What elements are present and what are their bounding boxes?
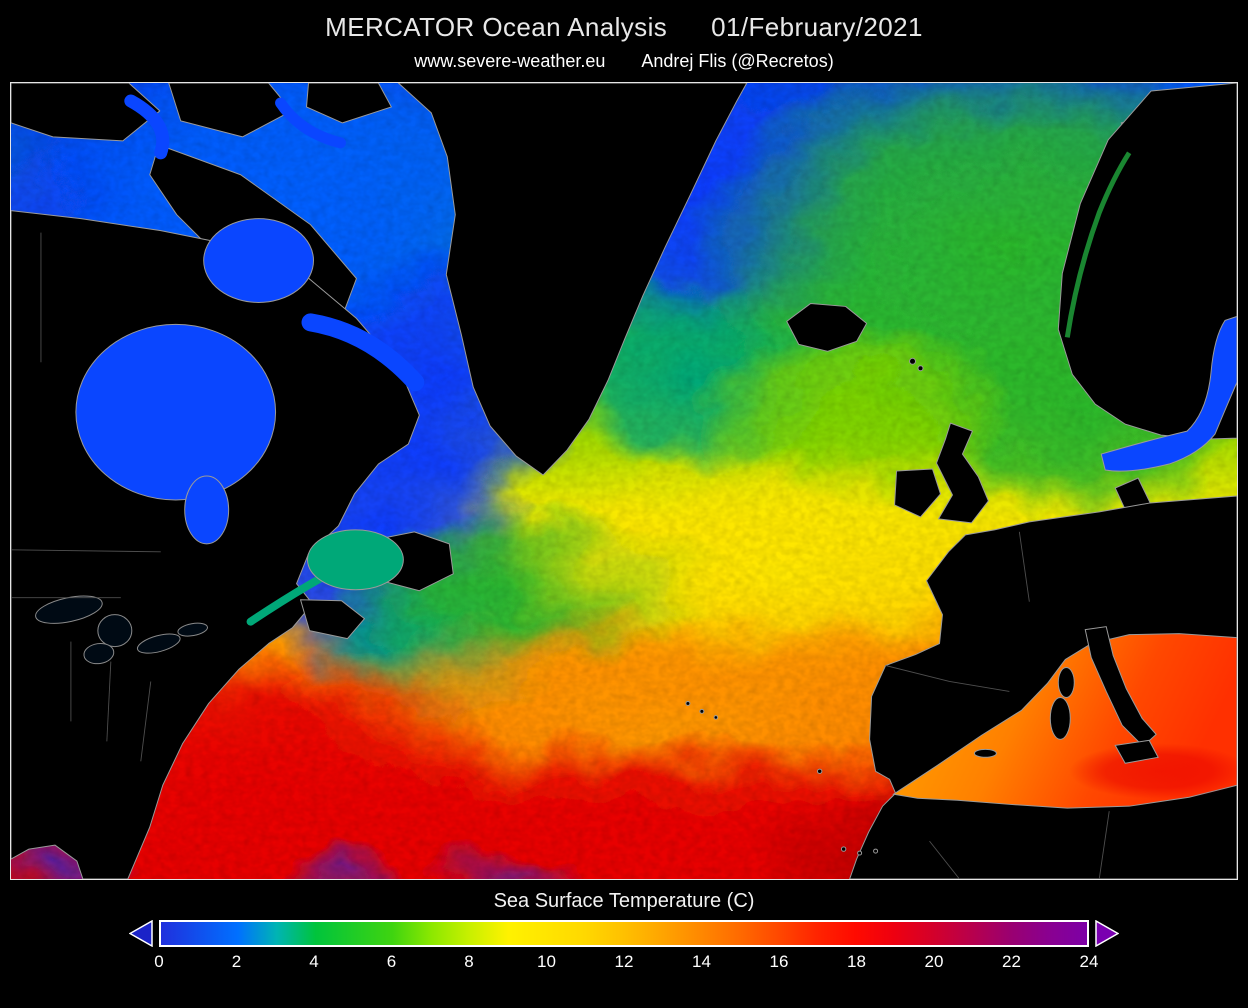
colorbar-gradient xyxy=(159,920,1089,947)
sicily xyxy=(1114,739,1159,764)
colorbar-tick-label: 10 xyxy=(537,952,556,971)
canary-islands xyxy=(873,848,879,854)
colorbar-tick-label: 24 xyxy=(1079,952,1099,971)
great-britain xyxy=(935,422,989,524)
sst-map-canvas xyxy=(11,83,1237,879)
gulf-of-st-lawrence xyxy=(307,529,404,591)
colorbar-tick-label: 22 xyxy=(1002,952,1021,971)
title-date: 01/February/2021 xyxy=(711,12,923,42)
italy xyxy=(1084,626,1157,748)
azores xyxy=(699,708,705,714)
arctic-island xyxy=(306,83,392,124)
ireland xyxy=(894,468,941,518)
arctic-channel xyxy=(275,97,346,149)
inland-water-layer xyxy=(75,94,1237,809)
sardinia xyxy=(1049,696,1071,740)
page-title: MERCATOR Ocean Analysis 01/February/2021 xyxy=(0,0,1248,43)
faroe-islands xyxy=(917,365,924,372)
hudson-strait xyxy=(301,313,425,392)
azores xyxy=(685,700,691,706)
colorbar-tick-label: 2 xyxy=(231,952,242,971)
iceland xyxy=(786,302,868,352)
arctic-channel xyxy=(124,94,170,160)
colorbar-tick-label: 0 xyxy=(154,952,164,971)
credit-website: www.severe-weather.eu xyxy=(414,51,606,71)
arctic-island xyxy=(11,83,161,142)
credit-line: www.severe-weather.eu Andrej Flis (@Recre… xyxy=(0,51,1248,72)
page: MERCATOR Ocean Analysis 01/February/2021 … xyxy=(0,0,1248,974)
colorbar-overflow-arrow xyxy=(1095,920,1119,947)
norway-fjords xyxy=(1064,151,1132,338)
balearic-islands xyxy=(973,748,997,758)
arctic-island xyxy=(168,83,293,138)
nova-scotia xyxy=(300,599,365,640)
colorbar-ticks: 0 2 4 6 8 10 12 14 16 18 20 22 24 xyxy=(154,952,1098,974)
colorbar xyxy=(129,920,1119,947)
madeira xyxy=(816,768,823,774)
james-bay xyxy=(184,475,230,545)
canary-islands xyxy=(857,850,863,856)
colorbar-legend: Sea Surface Temperature (C) 0 2 4 6 8 10 12 14 1… xyxy=(0,890,1248,974)
colorbar-tick-label: 12 xyxy=(614,952,634,971)
colorbar-tick-label: 16 xyxy=(769,952,789,971)
hudson-bay xyxy=(75,323,277,501)
colorbar-underflow-arrow xyxy=(129,920,153,947)
credit-author: Andrej Flis (@Recretos) xyxy=(641,51,834,71)
canary-islands xyxy=(840,846,847,852)
colorbar-tick-label: 8 xyxy=(464,952,474,971)
greenland xyxy=(397,83,748,476)
faroe-islands xyxy=(909,357,917,365)
colorbar-tick-label: 4 xyxy=(309,952,319,971)
baltic-sea xyxy=(1100,315,1237,472)
sst-map xyxy=(10,82,1238,880)
colorbar-label: Sea Surface Temperature (C) xyxy=(493,890,755,912)
colorbar-tick-label: 14 xyxy=(692,952,711,971)
corsica xyxy=(1057,667,1075,698)
title-product: MERCATOR Ocean Analysis xyxy=(325,12,668,42)
colorbar-tick-label: 18 xyxy=(847,952,866,971)
azores xyxy=(713,715,719,720)
colorbar-tick-label: 6 xyxy=(386,952,397,971)
great-lakes xyxy=(35,595,208,665)
foxe-basin xyxy=(203,218,315,303)
colorbar-tick-label: 20 xyxy=(924,952,944,971)
political-borders xyxy=(11,232,1110,879)
